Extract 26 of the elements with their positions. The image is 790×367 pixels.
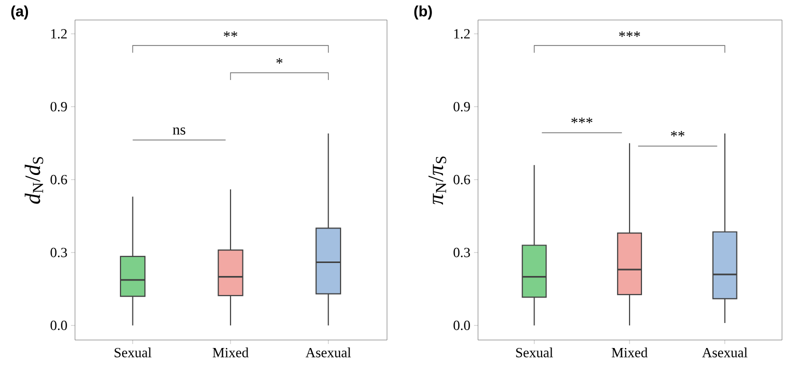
annotation: ** <box>670 131 684 136</box>
y-tick-label: 0.0 <box>454 320 470 330</box>
y-tick-label: 0.0 <box>50 320 67 330</box>
x-tick-label: Mixed <box>612 348 648 358</box>
annotation: * <box>276 58 282 64</box>
annotation: *** <box>571 118 592 124</box>
y-tick-label: 1.2 <box>51 29 67 39</box>
y-tick-label: 0.6 <box>50 174 68 184</box>
x-tick-label: Sexual <box>516 348 553 358</box>
y-axis-title: d$_{N}$/d$_{S}$ <box>24 157 44 204</box>
chart-title: (b) <box>414 6 432 20</box>
x-tick-label: Asexual <box>306 348 351 358</box>
annotation: ** <box>224 31 238 37</box>
chart-title: (a) <box>11 6 28 20</box>
y-tick-label: 0.9 <box>454 102 470 112</box>
x-tick-label: Mixed <box>212 348 249 358</box>
x-tick-label: Asexual <box>702 348 748 358</box>
y-tick-label: 0.3 <box>454 248 470 258</box>
y-tick-label: 0.3 <box>50 248 67 258</box>
y-tick-label: 0.9 <box>50 102 67 112</box>
annotation: *** <box>619 31 640 37</box>
y-tick-label: 1.2 <box>454 29 470 39</box>
y-axis-title: π$_{N}$/π$_{S}$ <box>428 156 446 205</box>
annotation: ns <box>172 127 186 135</box>
x-tick-label: Sexual <box>114 348 152 358</box>
y-tick-label: 0.6 <box>454 174 470 184</box>
